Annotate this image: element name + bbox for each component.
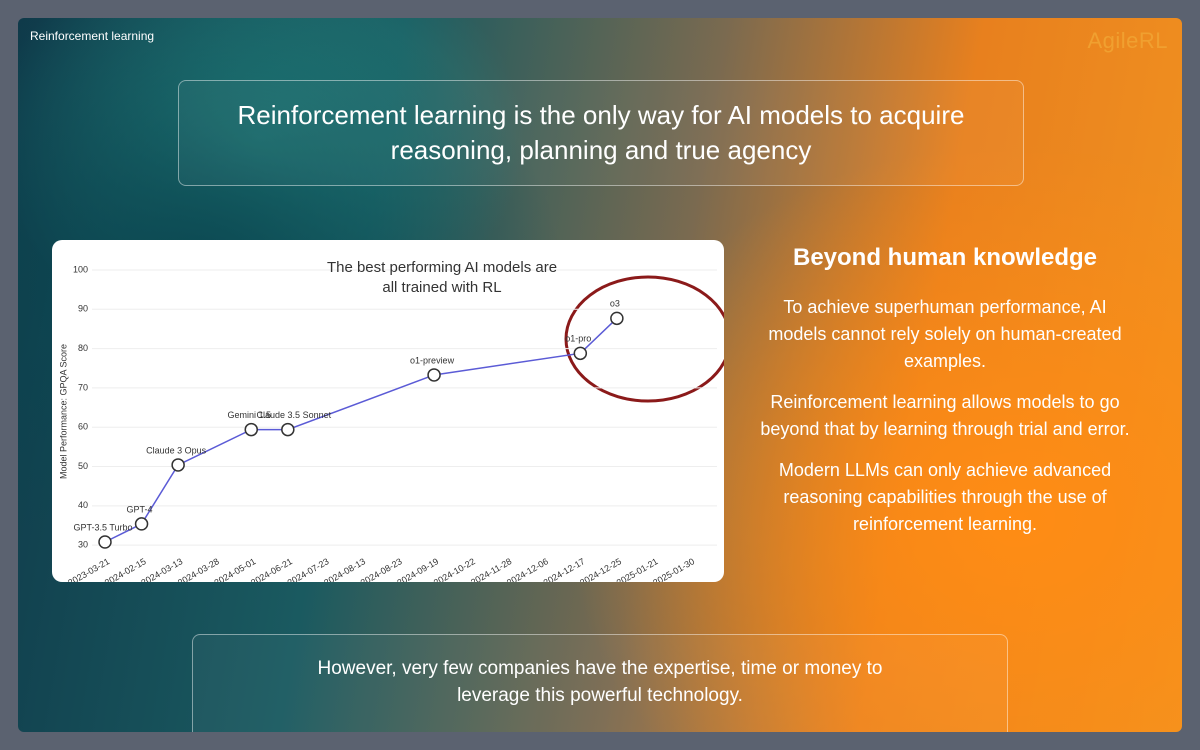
aside-paragraph: To achieve superhuman performance, AI mo… [768,297,1122,371]
point-label: o3 [610,299,620,309]
point-label: o1-preview [410,355,455,365]
y-axis-label: Model Performance: GPQA Score [58,344,68,479]
point-label: Claude 3 Opus [146,445,207,455]
y-tick-label: 30 [78,540,88,550]
y-tick-label: 60 [78,422,88,432]
model-point [98,535,112,549]
point-label: Claude 3.5 Sonnet [257,410,332,420]
aside-paragraph: Reinforcement learning allows models to … [760,392,1130,439]
chart-card: Model Performance: GPQA Score 30 40 50 60 70 8… [52,240,724,582]
aside-heading: Beyond human knowledge [792,244,1098,271]
headline-text: Reinforcement learning is the only way f… [237,100,965,165]
footer: However, very few companies have the exp… [192,634,1008,732]
section-label: Reinforcement learning [30,29,155,43]
model-point [244,422,258,437]
model-point [427,368,441,382]
model-point [610,311,624,326]
chart: Model Performance: GPQA Score 30 40 50 60 70 8… [58,264,724,582]
headline: Reinforcement learning is the only way f… [178,80,1024,186]
y-tick-label: 70 [78,382,88,392]
footer-text: However, very few companies have the exp… [317,658,883,706]
y-tick-label: 40 [78,500,88,510]
chart-title: The best performing AI models are all tr… [326,259,558,296]
y-tick-label: 100 [73,264,88,274]
model-point [171,458,185,472]
point-label: Gemini 1.5 [227,410,271,420]
slide: Reinforcement learning AgileRL Reinforce… [18,18,1182,732]
frontier-line [104,317,618,543]
model-point [573,346,588,361]
y-tick-label: 50 [78,461,88,471]
model-point [281,422,295,437]
logo: AgileRL [1087,28,1168,53]
highlight-ring [564,275,724,403]
y-tick-label: 90 [78,304,88,314]
model-point [134,517,149,531]
point-label: GPT-3.5 Turbo [73,522,132,532]
aside-paragraph: Modern LLMs can only achieve advanced re… [778,460,1112,534]
y-tick-label: 80 [78,343,88,353]
point-label: GPT-4 [127,504,153,514]
aside: Beyond human knowledge To achieve superh… [760,244,1130,552]
point-label: o1-pro [565,334,591,344]
x-tick-label: 2025-01-30 [651,556,696,582]
